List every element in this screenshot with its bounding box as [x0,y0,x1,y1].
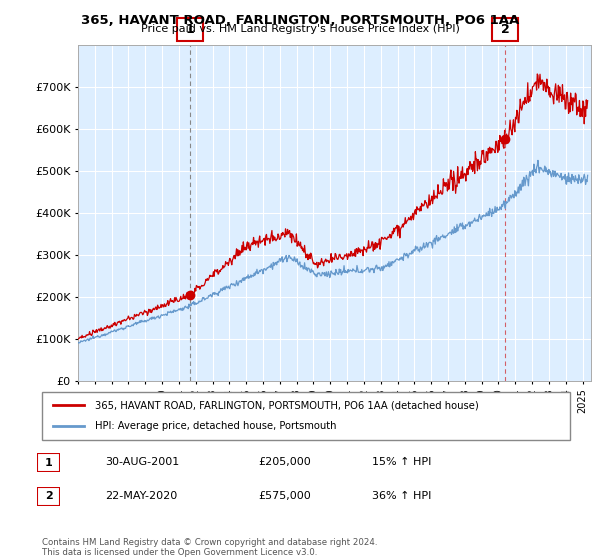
Text: 30-AUG-2001: 30-AUG-2001 [105,457,179,467]
Text: £575,000: £575,000 [258,491,311,501]
Text: 365, HAVANT ROAD, FARLINGTON, PORTSMOUTH, PO6 1AA: 365, HAVANT ROAD, FARLINGTON, PORTSMOUTH… [81,14,519,27]
Text: 1: 1 [45,458,52,468]
Text: Price paid vs. HM Land Registry's House Price Index (HPI): Price paid vs. HM Land Registry's House … [140,24,460,34]
Text: 36% ↑ HPI: 36% ↑ HPI [372,491,431,501]
FancyBboxPatch shape [42,392,570,440]
Text: HPI: Average price, detached house, Portsmouth: HPI: Average price, detached house, Port… [95,421,337,431]
Text: £205,000: £205,000 [258,457,311,467]
Text: 22-MAY-2020: 22-MAY-2020 [105,491,177,501]
Text: 2: 2 [45,491,52,501]
Text: 365, HAVANT ROAD, FARLINGTON, PORTSMOUTH, PO6 1AA (detached house): 365, HAVANT ROAD, FARLINGTON, PORTSMOUTH… [95,400,479,410]
Text: 15% ↑ HPI: 15% ↑ HPI [372,457,431,467]
Text: Contains HM Land Registry data © Crown copyright and database right 2024.
This d: Contains HM Land Registry data © Crown c… [42,538,377,557]
FancyBboxPatch shape [37,487,60,506]
FancyBboxPatch shape [37,453,60,472]
